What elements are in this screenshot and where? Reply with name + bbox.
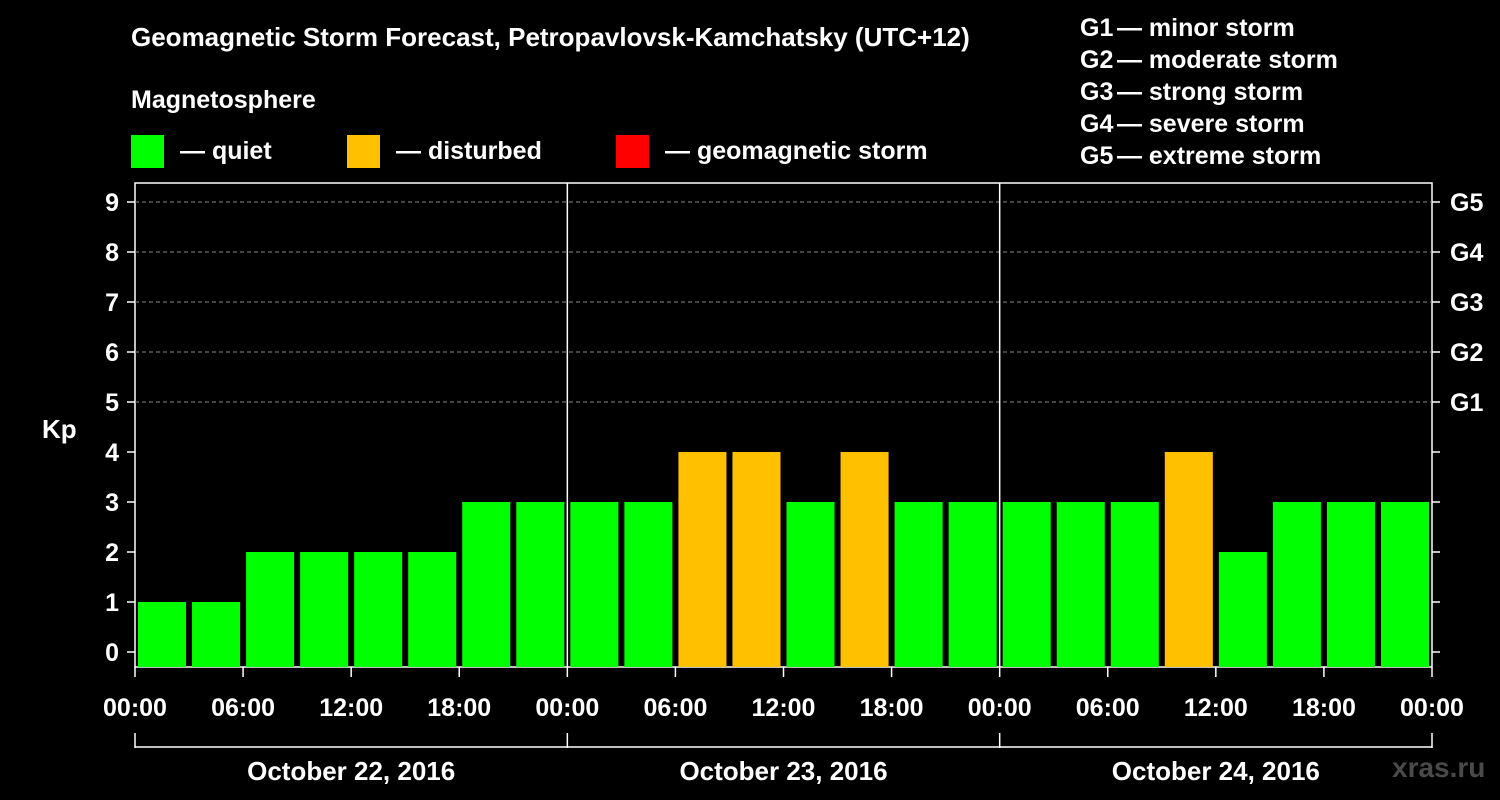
day-label: October 23, 2016 (679, 756, 887, 786)
legend-storm-label: — geomagnetic storm (665, 136, 928, 165)
kp-bar (354, 552, 403, 667)
kp-bar (894, 502, 943, 667)
x-tick-label: 00:00 (968, 694, 1032, 722)
kp-bar (1218, 552, 1267, 667)
kp-bar (678, 452, 727, 667)
y-tick-label: 9 (105, 189, 119, 217)
x-tick-label: 00:00 (103, 694, 167, 722)
x-tick-label: 00:00 (535, 694, 599, 722)
kp-bar (300, 552, 349, 667)
kp-bar (786, 502, 835, 667)
legend-disturbed-swatch (347, 134, 380, 168)
x-tick-label: 06:00 (1076, 694, 1140, 722)
legend-quiet-label: — quiet (180, 136, 272, 165)
storm-level-label: G5 (1450, 189, 1483, 217)
x-tick-label: 00:00 (1400, 694, 1464, 722)
x-tick-label: 12:00 (319, 694, 383, 722)
x-tick-label: 12:00 (752, 694, 816, 722)
kp-bar (840, 452, 889, 667)
legend-disturbed: — disturbed (347, 134, 542, 168)
magnetosphere-label: Magnetosphere (131, 86, 316, 114)
x-tick-label: 06:00 (643, 694, 707, 722)
storm-legend-g5: G5 — extreme storm (1080, 142, 1322, 170)
y-tick-label: 6 (105, 339, 119, 367)
kp-bar (1056, 502, 1105, 667)
kp-bar (732, 452, 781, 667)
kp-bar (1164, 452, 1213, 667)
y-tick-label: 4 (105, 439, 119, 467)
kp-bar (948, 502, 997, 667)
legend-disturbed-label: — disturbed (396, 136, 542, 165)
kp-bar (516, 502, 565, 667)
x-tick-label: 18:00 (860, 694, 924, 722)
y-tick-label: 5 (105, 389, 119, 417)
x-tick-label: 18:00 (427, 694, 491, 722)
day-label: October 24, 2016 (1112, 756, 1320, 786)
storm-level-label: G4 (1450, 239, 1483, 267)
kp-bar (1272, 502, 1321, 667)
legend-storm-swatch (616, 134, 649, 168)
storm-level-label: G2 (1450, 339, 1483, 367)
y-tick-label: 7 (105, 289, 119, 317)
x-tick-label: 06:00 (211, 694, 275, 722)
kp-bar (1326, 502, 1375, 667)
legend-storm: — geomagnetic storm (616, 134, 928, 168)
storm-legend-g4: G4 — severe storm (1080, 110, 1305, 138)
storm-level-label: G1 (1450, 389, 1483, 417)
y-axis-label: Kp (42, 414, 77, 444)
legend-quiet-swatch (131, 134, 164, 168)
kp-bar (246, 552, 295, 667)
y-tick-label: 0 (105, 639, 119, 667)
legend-quiet: — quiet (131, 134, 272, 168)
day-label: October 22, 2016 (247, 756, 455, 786)
kp-bar (1002, 502, 1051, 667)
kp-bar (570, 502, 619, 667)
y-tick-label: 1 (105, 589, 119, 617)
watermark: xras.ru (1392, 752, 1486, 783)
storm-legend-g3: G3 — strong storm (1080, 78, 1304, 106)
x-tick-label: 18:00 (1292, 694, 1356, 722)
kp-bar (462, 502, 511, 667)
kp-bar (192, 602, 241, 667)
kp-bar (408, 552, 457, 667)
y-tick-label: 2 (105, 539, 119, 567)
kp-bar (624, 502, 673, 667)
y-tick-label: 3 (105, 489, 119, 517)
chart-title: Geomagnetic Storm Forecast, Petropavlovs… (131, 22, 970, 52)
storm-legend-g2: G2 — moderate storm (1080, 46, 1338, 74)
kp-bar (138, 602, 187, 667)
x-tick-label: 12:00 (1184, 694, 1248, 722)
y-tick-label: 8 (105, 239, 119, 267)
kp-bar (1380, 502, 1429, 667)
storm-legend-g1: G1 — minor storm (1080, 14, 1295, 42)
kp-bar (1110, 502, 1159, 667)
storm-level-label: G3 (1450, 289, 1483, 317)
